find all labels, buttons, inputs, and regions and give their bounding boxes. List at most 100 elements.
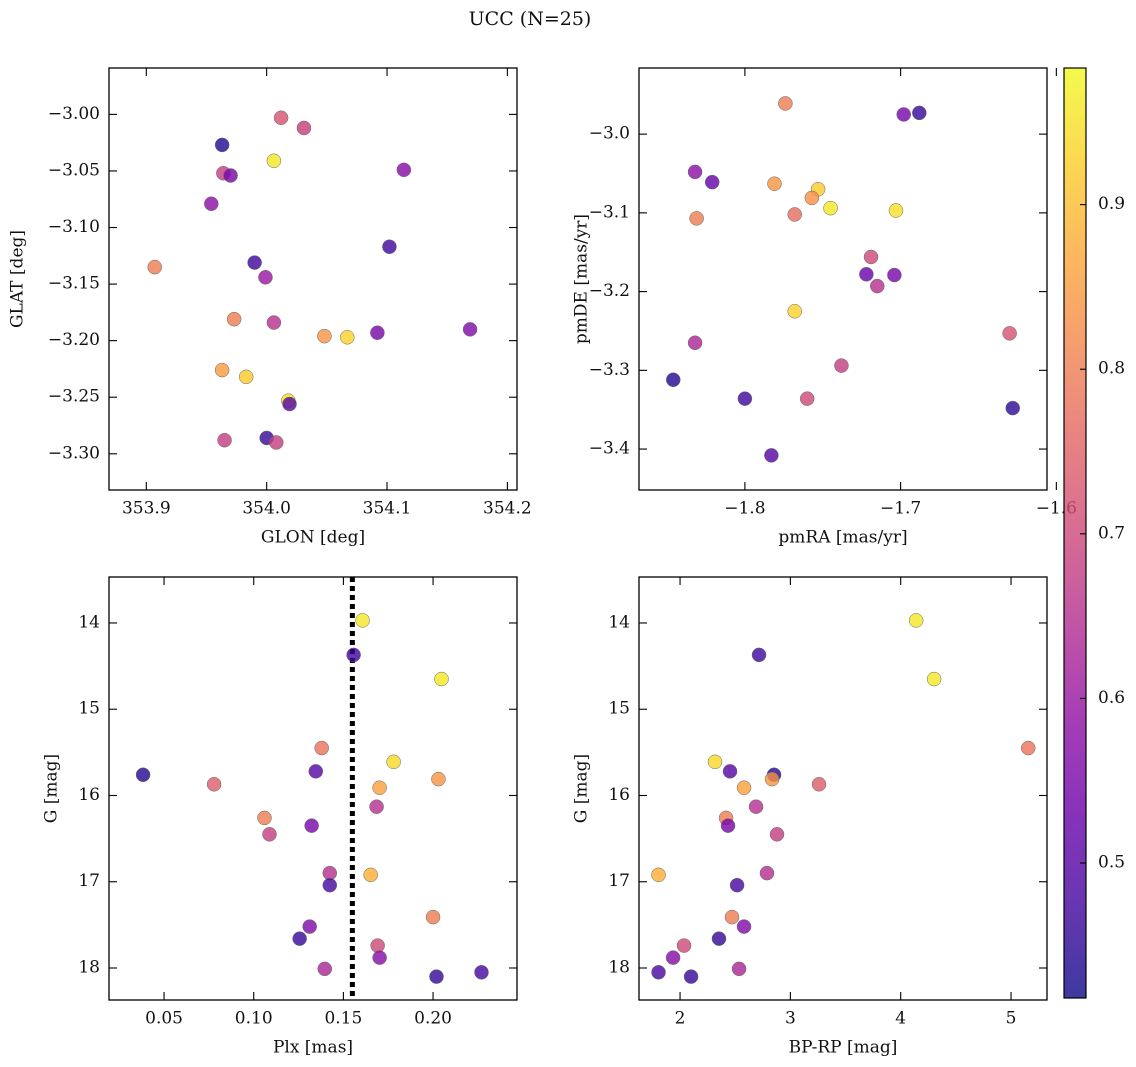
data-point xyxy=(363,867,378,883)
data-point xyxy=(711,931,727,946)
data-point xyxy=(431,771,446,787)
data-point xyxy=(314,740,329,756)
y-tick-label: −3.30 xyxy=(48,443,100,463)
plot-frame xyxy=(108,576,518,1001)
data-point xyxy=(214,362,230,378)
x-tick-label: 353.9 xyxy=(122,499,171,519)
data-point xyxy=(729,877,745,893)
data-point xyxy=(823,200,838,216)
data-point xyxy=(462,322,478,337)
x-tick-label: 4 xyxy=(895,1009,906,1029)
data-point xyxy=(214,137,230,153)
data-point xyxy=(238,369,254,385)
y-tick-label: 17 xyxy=(608,871,630,891)
data-point xyxy=(372,780,387,795)
plot-frame xyxy=(638,576,1048,1001)
data-point xyxy=(720,818,736,833)
data-point xyxy=(429,969,444,984)
x-tick-label: 3 xyxy=(785,1009,796,1029)
colorbar-tick-label: 0.5 xyxy=(1098,853,1125,873)
data-point xyxy=(269,435,284,450)
x-axis-label: GLON [deg] xyxy=(261,528,365,548)
data-point xyxy=(223,168,238,183)
data-point xyxy=(296,120,312,136)
x-axis-label: pmRA [mas/yr] xyxy=(778,528,907,548)
data-point xyxy=(474,965,489,980)
data-point xyxy=(804,190,820,206)
data-point xyxy=(382,239,397,255)
data-point xyxy=(262,827,277,842)
data-point xyxy=(731,961,747,977)
data-point xyxy=(204,196,219,212)
y-tick-label: −3.05 xyxy=(48,160,100,180)
data-point xyxy=(317,961,332,977)
data-point xyxy=(346,647,361,663)
x-tick-label: 5 xyxy=(1006,1009,1017,1029)
y-axis-label: G [mag] xyxy=(572,754,592,823)
colorbar xyxy=(1063,67,1087,999)
data-point xyxy=(683,969,699,984)
x-tick-label: 0.05 xyxy=(145,1009,183,1029)
y-axis-label: GLAT [deg] xyxy=(8,230,28,328)
data-point xyxy=(736,780,752,795)
y-tick-label: 16 xyxy=(608,785,630,805)
data-point xyxy=(767,176,782,191)
plot-frame xyxy=(108,67,518,491)
data-point xyxy=(304,818,319,833)
x-tick-label: 354.1 xyxy=(363,499,412,519)
data-point xyxy=(369,799,384,814)
plot-frame xyxy=(638,67,1048,491)
y-tick-label: −3.1 xyxy=(589,202,630,222)
data-point xyxy=(769,827,785,842)
x-tick-label: 0.10 xyxy=(235,1009,273,1029)
y-tick-label: 18 xyxy=(78,957,100,977)
y-tick-label: −3.2 xyxy=(589,281,630,301)
data-point xyxy=(764,771,780,787)
data-point xyxy=(870,278,885,294)
y-tick-label: −3.4 xyxy=(589,439,630,459)
data-point xyxy=(217,432,232,448)
data-point xyxy=(434,671,449,687)
data-point xyxy=(722,764,738,779)
y-tick-label: −3.15 xyxy=(48,274,100,294)
data-point xyxy=(322,877,338,893)
data-point xyxy=(707,754,723,770)
data-point xyxy=(258,270,273,285)
y-axis-label: pmDE [mas/yr] xyxy=(572,214,592,344)
data-point xyxy=(1020,740,1036,756)
y-tick-label: 16 xyxy=(78,785,100,805)
data-point xyxy=(257,810,272,826)
colorbar-tick-label: 0.8 xyxy=(1098,359,1125,379)
data-point xyxy=(787,304,802,319)
data-point xyxy=(226,311,242,327)
y-tick-label: −3.0 xyxy=(589,124,630,144)
x-tick-label: 0.20 xyxy=(414,1009,452,1029)
data-point xyxy=(751,647,767,663)
data-point xyxy=(863,249,879,265)
data-point xyxy=(737,391,753,406)
data-point xyxy=(736,919,752,934)
y-tick-label: −3.00 xyxy=(48,104,100,124)
data-point xyxy=(247,255,262,270)
data-point xyxy=(651,867,666,883)
data-point xyxy=(1002,326,1017,341)
data-point xyxy=(317,328,332,344)
data-point xyxy=(926,671,942,687)
x-tick-label: 2 xyxy=(675,1009,686,1029)
data-point xyxy=(386,754,401,770)
x-tick-label: 0.15 xyxy=(324,1009,362,1029)
x-axis-label: Plx [mas] xyxy=(273,1038,353,1058)
data-point xyxy=(799,391,815,406)
x-tick-label: −1.8 xyxy=(724,499,765,519)
data-point xyxy=(704,174,720,190)
data-point xyxy=(764,448,779,463)
y-tick-label: −3.10 xyxy=(48,217,100,237)
data-point xyxy=(266,153,282,169)
data-point xyxy=(340,330,355,345)
data-point xyxy=(372,950,387,965)
figure-title: UCC (N=25) xyxy=(469,8,592,30)
data-point xyxy=(665,950,681,965)
data-point xyxy=(282,396,297,412)
data-point xyxy=(724,909,740,925)
y-tick-label: 15 xyxy=(608,699,630,719)
